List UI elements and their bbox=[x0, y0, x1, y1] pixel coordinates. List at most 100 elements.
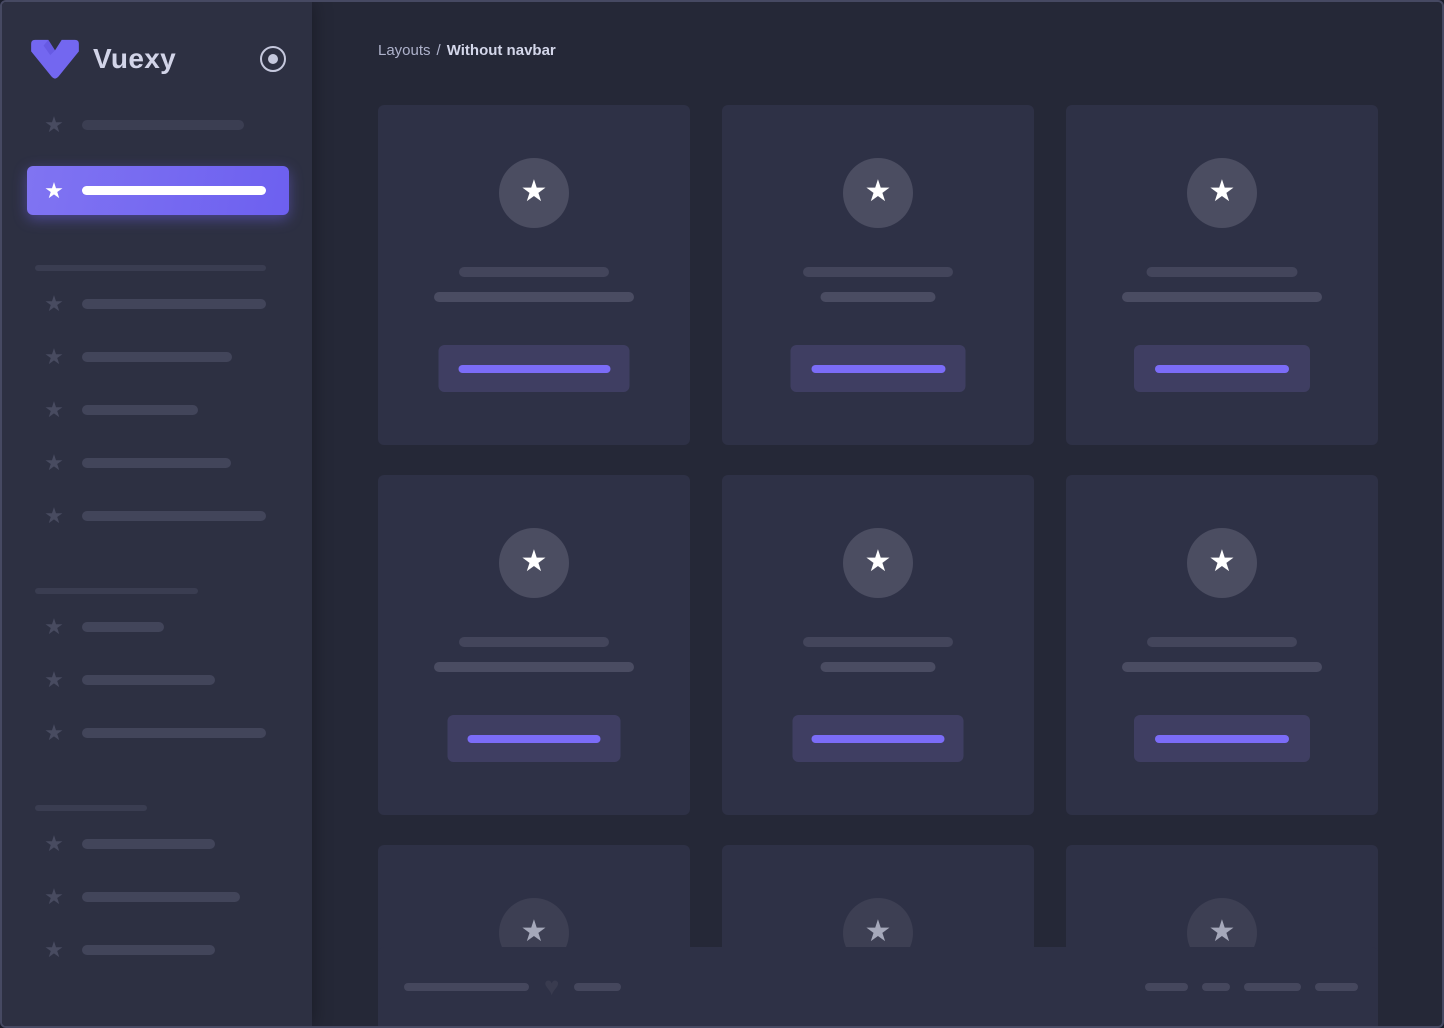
star-icon: ★ bbox=[864, 914, 892, 948]
menu-label-placeholder bbox=[82, 120, 244, 130]
card-text-placeholder-1 bbox=[1147, 637, 1297, 647]
sidebar-menu-item[interactable]: ★ bbox=[2, 668, 312, 692]
star-icon: ★ bbox=[520, 174, 548, 208]
star-icon: ★ bbox=[44, 614, 64, 639]
card-button-placeholder[interactable] bbox=[1134, 345, 1310, 392]
footer: ♥ bbox=[378, 947, 1378, 1026]
sidebar-header: Vuexy bbox=[2, 2, 312, 80]
star-icon: ★ bbox=[44, 344, 64, 369]
card-text-placeholder-1 bbox=[459, 267, 609, 277]
sidebar: Vuexy ★ ★ ★ ★ ★ ★ ★ ★ ★ ★ ★ ★ ★ bbox=[2, 2, 312, 1026]
star-icon: ★ bbox=[864, 544, 892, 578]
star-icon: ★ bbox=[44, 831, 64, 856]
sidebar-menu-item[interactable]: ★ bbox=[2, 615, 312, 639]
sidebar-pin-toggle-icon[interactable] bbox=[260, 46, 286, 72]
vuexy-logo-icon bbox=[31, 39, 79, 79]
card-text-placeholder-2 bbox=[1122, 662, 1322, 672]
card: ★ bbox=[1066, 475, 1378, 815]
sidebar-menu-item[interactable]: ★ bbox=[2, 113, 312, 137]
avatar-circle: ★ bbox=[843, 528, 913, 598]
star-icon: ★ bbox=[520, 544, 548, 578]
footer-text-placeholder bbox=[574, 982, 622, 991]
avatar-circle: ★ bbox=[1187, 528, 1257, 598]
menu-label-placeholder bbox=[82, 405, 198, 415]
footer-link-placeholder[interactable] bbox=[1145, 982, 1188, 991]
card-button-placeholder[interactable] bbox=[790, 345, 966, 392]
card-button-placeholder[interactable] bbox=[792, 715, 964, 762]
footer-link-placeholder[interactable] bbox=[1244, 982, 1301, 991]
sidebar-menu-item[interactable]: ★ bbox=[2, 938, 312, 962]
star-icon: ★ bbox=[1208, 914, 1236, 948]
sidebar-menu-item[interactable]: ★ bbox=[2, 292, 312, 316]
card-button-placeholder[interactable] bbox=[447, 715, 621, 762]
menu-label-placeholder bbox=[82, 945, 215, 955]
star-icon: ★ bbox=[1208, 174, 1236, 208]
star-icon: ★ bbox=[864, 174, 892, 208]
star-icon: ★ bbox=[44, 937, 64, 962]
menu-label-placeholder bbox=[82, 186, 266, 195]
sidebar-menu-item[interactable]: ★ bbox=[2, 504, 312, 528]
button-label-placeholder bbox=[1155, 364, 1289, 373]
sidebar-menu-item[interactable]: ★ bbox=[2, 398, 312, 422]
star-icon: ★ bbox=[44, 291, 64, 316]
card-text-placeholder-1 bbox=[803, 637, 953, 647]
star-icon: ★ bbox=[44, 450, 64, 475]
card-grid: ★ ★ ★ ★ ★ bbox=[378, 105, 1378, 1026]
menu-label-placeholder bbox=[82, 352, 232, 362]
avatar-circle: ★ bbox=[499, 158, 569, 228]
menu-section-header-placeholder bbox=[35, 265, 266, 271]
card-button-placeholder[interactable] bbox=[1134, 715, 1310, 762]
card-text-placeholder-1 bbox=[803, 267, 953, 277]
footer-text-placeholder bbox=[404, 982, 529, 991]
menu-label-placeholder bbox=[82, 458, 231, 468]
card: ★ bbox=[722, 105, 1034, 445]
breadcrumb: Layouts / Without navbar bbox=[378, 42, 556, 59]
sidebar-menu-item[interactable]: ★ bbox=[2, 885, 312, 909]
card-button-placeholder[interactable] bbox=[438, 345, 630, 392]
heart-icon: ♥ bbox=[544, 970, 560, 1001]
menu-section-header-placeholder bbox=[35, 805, 147, 811]
star-icon: ★ bbox=[520, 914, 548, 948]
card-text-placeholder-2 bbox=[434, 662, 634, 672]
star-icon: ★ bbox=[44, 112, 64, 137]
star-icon: ★ bbox=[1208, 544, 1236, 578]
star-icon: ★ bbox=[44, 667, 64, 692]
footer-link-placeholder[interactable] bbox=[1202, 982, 1230, 991]
menu-section-header-placeholder bbox=[35, 588, 198, 594]
sidebar-menu-item[interactable]: ★ bbox=[2, 451, 312, 475]
menu-label-placeholder bbox=[82, 675, 215, 685]
star-icon: ★ bbox=[44, 503, 64, 528]
menu-label-placeholder bbox=[82, 728, 266, 738]
card-text-placeholder-2 bbox=[820, 662, 936, 672]
card-text-placeholder-2 bbox=[820, 292, 936, 302]
footer-left-group: ♥ bbox=[378, 970, 622, 1001]
menu-label-placeholder bbox=[82, 299, 266, 309]
breadcrumb-section[interactable]: Layouts bbox=[378, 42, 431, 59]
breadcrumb-page: Without navbar bbox=[446, 42, 556, 59]
star-icon: ★ bbox=[44, 397, 64, 422]
card: ★ bbox=[722, 475, 1034, 815]
card: ★ bbox=[1066, 105, 1378, 445]
sidebar-menu-item[interactable]: ★ bbox=[2, 721, 312, 745]
menu-label-placeholder bbox=[82, 892, 240, 902]
sidebar-menu-item[interactable]: ★ bbox=[2, 832, 312, 856]
brand-title: Vuexy bbox=[93, 43, 176, 74]
avatar-circle: ★ bbox=[1187, 158, 1257, 228]
sidebar-menu-item[interactable]: ★ bbox=[2, 345, 312, 369]
footer-link-placeholder[interactable] bbox=[1315, 982, 1358, 991]
menu-label-placeholder bbox=[82, 511, 266, 521]
star-icon: ★ bbox=[44, 720, 64, 745]
sidebar-menu-item[interactable]: ★ bbox=[27, 166, 289, 215]
avatar-circle: ★ bbox=[499, 528, 569, 598]
sidebar-menu: ★ ★ ★ ★ ★ ★ ★ ★ ★ ★ ★ ★ ★ bbox=[2, 80, 312, 962]
button-label-placeholder bbox=[1155, 734, 1289, 743]
card-text-placeholder-1 bbox=[459, 637, 609, 647]
card-text-placeholder-2 bbox=[1122, 292, 1322, 302]
footer-right-group bbox=[1145, 982, 1378, 991]
card: ★ bbox=[378, 475, 690, 815]
avatar-circle: ★ bbox=[843, 158, 913, 228]
button-label-placeholder bbox=[458, 364, 610, 373]
breadcrumb-separator: / bbox=[436, 42, 441, 59]
menu-label-placeholder bbox=[82, 622, 164, 632]
